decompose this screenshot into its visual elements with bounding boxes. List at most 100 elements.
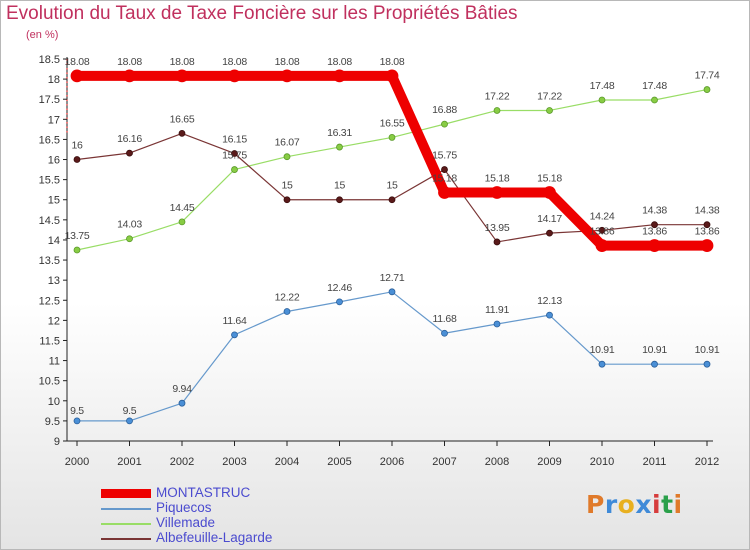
series-line-piquecos (76, 291, 708, 422)
data-point-albefeuille-lagarde (178, 129, 186, 137)
data-point-villemade (283, 153, 291, 161)
y-tick-label: 11 (49, 356, 60, 368)
data-point-villemade (178, 218, 186, 226)
data-label-villemade: 14.03 (117, 219, 142, 231)
y-tick-label: 16.5 (39, 134, 60, 146)
data-point-villemade (598, 96, 606, 104)
data-label-piquecos: 12.71 (380, 272, 405, 284)
data-label-piquecos: 9.94 (172, 383, 192, 395)
x-tick-label: 2003 (222, 456, 246, 468)
data-point-piquecos (546, 311, 553, 319)
data-point-albefeuille-lagarde (388, 196, 396, 204)
x-tick-label: 2001 (117, 456, 141, 468)
data-label-villemade: 17.74 (695, 70, 720, 82)
legend-swatch (101, 538, 151, 540)
data-label-montastruc: 13.86 (695, 226, 720, 238)
data-point-albefeuille-lagarde (441, 166, 448, 173)
data-label-piquecos: 9.5 (123, 405, 137, 417)
data-point-albefeuille-lagarde (73, 156, 81, 163)
data-point-albefeuille-lagarde (546, 229, 553, 237)
data-point-montastruc (490, 186, 504, 199)
data-point-piquecos (388, 288, 396, 296)
data-point-albefeuille-lagarde (703, 221, 711, 229)
y-tick-label: 17.5 (39, 94, 60, 106)
data-label-albefeuille-lagarde: 14.17 (537, 213, 562, 225)
data-label-villemade: 17.22 (485, 90, 510, 102)
data-point-albefeuille-lagarde (126, 149, 133, 157)
data-point-montastruc (333, 69, 346, 83)
data-label-albefeuille-lagarde: 16.16 (117, 133, 142, 145)
data-point-piquecos (598, 360, 606, 368)
data-label-villemade: 13.75 (65, 230, 90, 242)
data-label-montastruc: 15.18 (485, 172, 510, 184)
data-point-piquecos (703, 360, 711, 368)
logo-letter: i (652, 490, 662, 519)
y-tick-label: 16 (48, 155, 60, 167)
logo-letter: P (586, 490, 605, 519)
y-tick-label: 10 (48, 396, 60, 408)
legend-label: Albefeuille-Lagarde (156, 530, 273, 545)
logo-letter: r (604, 490, 618, 519)
data-point-montastruc (438, 186, 451, 199)
data-label-piquecos: 11.68 (433, 313, 457, 325)
x-tick-label: 2000 (65, 456, 89, 468)
chart-unit-label: (en %) (26, 29, 59, 41)
data-label-montastruc: 15.18 (537, 172, 562, 184)
data-point-villemade (231, 166, 238, 173)
chart-title: Evolution du Taux de Taxe Foncière sur l… (6, 3, 518, 24)
data-point-albefeuille-lagarde (598, 226, 606, 234)
logo-letter: x (635, 490, 652, 519)
data-label-piquecos: 11.64 (223, 315, 247, 327)
data-point-albefeuille-lagarde (283, 196, 291, 204)
data-label-villemade: 17.48 (642, 80, 667, 92)
data-point-montastruc (648, 239, 661, 252)
data-point-piquecos (231, 331, 238, 339)
data-label-albefeuille-lagarde: 13.95 (485, 222, 510, 234)
logo-letter: o (617, 490, 636, 519)
data-label-piquecos: 12.46 (327, 282, 352, 294)
data-label-albefeuille-lagarde: 15 (281, 180, 293, 192)
data-point-albefeuille-lagarde (336, 196, 343, 204)
data-label-montastruc: 15.18 (432, 172, 457, 184)
data-label-montastruc: 18.08 (275, 56, 300, 68)
legend-label: Piquecos (156, 500, 212, 515)
data-point-piquecos (441, 329, 448, 337)
data-label-montastruc: 18.08 (380, 56, 405, 68)
data-label-piquecos: 10.91 (695, 344, 720, 356)
data-point-villemade (493, 107, 501, 114)
data-point-albefeuille-lagarde (651, 221, 658, 229)
data-label-albefeuille-lagarde: 15.75 (432, 150, 457, 162)
data-label-montastruc: 18.08 (327, 56, 352, 68)
y-tick-label: 9.5 (45, 416, 60, 428)
data-point-villemade (546, 107, 553, 114)
data-point-montastruc (70, 69, 84, 83)
data-label-piquecos: 10.91 (642, 344, 667, 356)
data-point-piquecos (178, 399, 186, 407)
data-label-albefeuille-lagarde: 16 (71, 140, 83, 152)
y-tick-label: 9 (54, 436, 60, 448)
data-label-montastruc: 18.08 (222, 56, 247, 68)
x-tick-label: 2005 (327, 456, 351, 468)
data-label-albefeuille-lagarde: 14.38 (695, 205, 720, 217)
data-label-villemade: 14.45 (170, 202, 195, 214)
data-point-villemade (703, 86, 711, 93)
y-tick-label: 12.5 (39, 295, 60, 307)
data-point-montastruc (175, 69, 189, 83)
data-point-albefeuille-lagarde (231, 150, 238, 157)
data-point-montastruc (280, 69, 294, 83)
data-label-montastruc: 18.08 (117, 56, 142, 68)
data-label-albefeuille-lagarde: 15 (386, 180, 398, 192)
x-tick-label: 2008 (485, 456, 509, 468)
data-label-piquecos: 10.91 (590, 344, 615, 356)
data-point-montastruc (543, 186, 556, 199)
y-tick-label: 13 (48, 275, 60, 287)
data-point-albefeuille-lagarde (493, 238, 501, 246)
data-point-montastruc (595, 239, 609, 252)
data-point-piquecos (126, 417, 133, 425)
data-label-villemade: 16.55 (380, 117, 405, 129)
data-label-piquecos: 11.91 (485, 304, 509, 316)
proxiti-logo: Proxiti (586, 490, 683, 519)
legend-label: Villemade (156, 515, 216, 530)
data-point-villemade (336, 143, 343, 151)
